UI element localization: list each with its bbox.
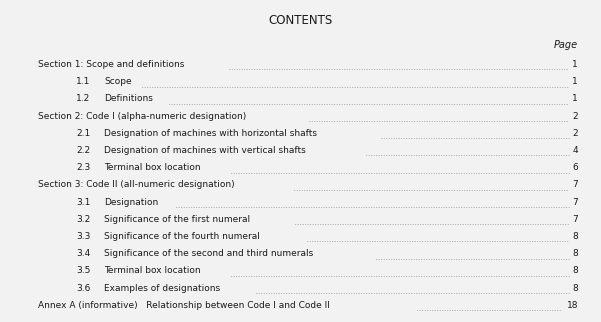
Text: Definitions: Definitions (104, 94, 153, 103)
Text: Terminal box location: Terminal box location (104, 163, 201, 172)
Text: 3.3: 3.3 (76, 232, 90, 241)
Text: Terminal box location: Terminal box location (104, 266, 201, 275)
Text: 2.3: 2.3 (76, 163, 90, 172)
Text: 6: 6 (572, 163, 578, 172)
Text: 3.6: 3.6 (76, 284, 90, 293)
Text: 1.2: 1.2 (76, 94, 90, 103)
Text: Designation of machines with horizontal shafts: Designation of machines with horizontal … (104, 129, 317, 138)
Text: 8: 8 (572, 249, 578, 258)
Text: 2.2: 2.2 (76, 146, 90, 155)
Text: 7: 7 (572, 180, 578, 189)
Text: 3.4: 3.4 (76, 249, 90, 258)
Text: 8: 8 (572, 232, 578, 241)
Text: 8: 8 (572, 266, 578, 275)
Text: 4: 4 (572, 146, 578, 155)
Text: Examples of designations: Examples of designations (104, 284, 220, 293)
Text: 18: 18 (567, 301, 578, 310)
Text: 8: 8 (572, 284, 578, 293)
Text: Annex A (informative)   Relationship between Code I and Code II: Annex A (informative) Relationship betwe… (38, 301, 330, 310)
Text: Designation: Designation (104, 198, 158, 207)
Text: Page: Page (554, 40, 578, 50)
Text: CONTENTS: CONTENTS (269, 14, 332, 27)
Text: 7: 7 (572, 198, 578, 207)
Text: Significance of the first numeral: Significance of the first numeral (104, 215, 250, 224)
Text: 3.1: 3.1 (76, 198, 90, 207)
Text: 1.1: 1.1 (76, 77, 90, 86)
Text: 1: 1 (572, 60, 578, 69)
Text: 1: 1 (572, 77, 578, 86)
Text: 2: 2 (572, 112, 578, 121)
Text: 7: 7 (572, 215, 578, 224)
Text: 2: 2 (572, 129, 578, 138)
Text: Section 3: Code II (all-numeric designation): Section 3: Code II (all-numeric designat… (38, 180, 234, 189)
Text: Scope: Scope (104, 77, 132, 86)
Text: Section 1: Scope and definitions: Section 1: Scope and definitions (38, 60, 185, 69)
Text: Significance of the second and third numerals: Significance of the second and third num… (104, 249, 313, 258)
Text: 1: 1 (572, 94, 578, 103)
Text: Significance of the fourth numeral: Significance of the fourth numeral (104, 232, 260, 241)
Text: 3.2: 3.2 (76, 215, 90, 224)
Text: Section 2: Code I (alpha-numeric designation): Section 2: Code I (alpha-numeric designa… (38, 112, 246, 121)
Text: Designation of machines with vertical shafts: Designation of machines with vertical sh… (104, 146, 306, 155)
Text: 2.1: 2.1 (76, 129, 90, 138)
Text: 3.5: 3.5 (76, 266, 90, 275)
